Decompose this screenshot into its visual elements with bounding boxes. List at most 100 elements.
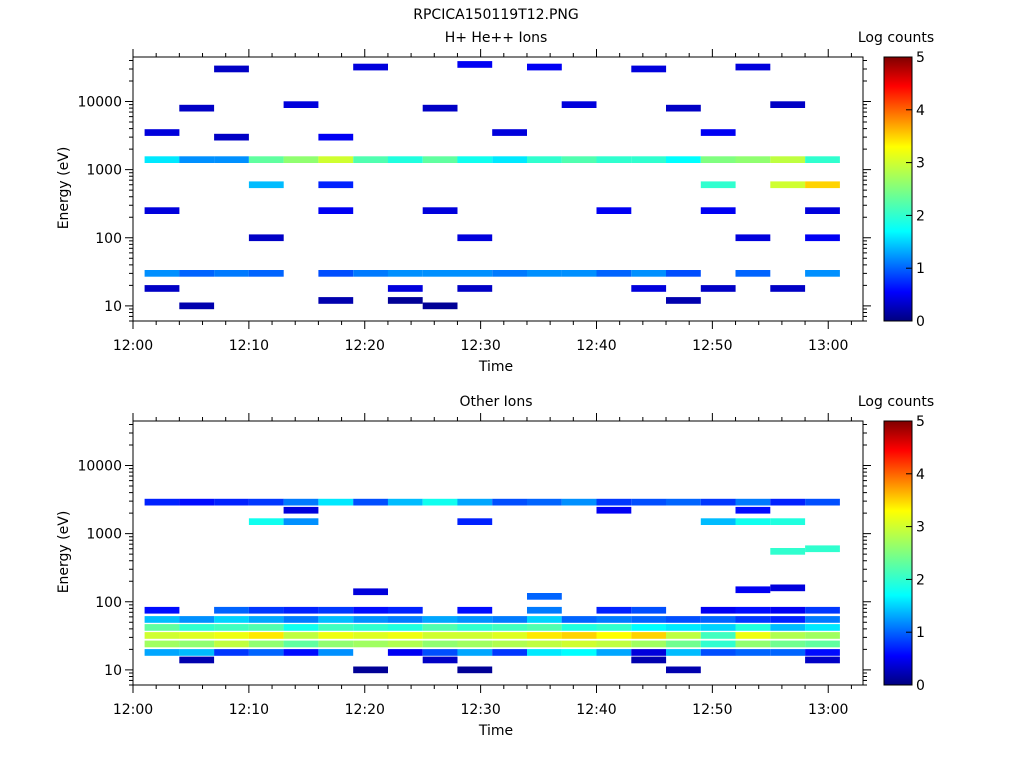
- heatmap-cell: [283, 640, 319, 648]
- colorbar-tick-label: 5: [916, 50, 925, 66]
- colorbar-tick-label: 4: [916, 467, 925, 483]
- heatmap-cell: [666, 632, 701, 639]
- heatmap-cell: [666, 270, 701, 277]
- heatmap-cell: [492, 129, 527, 136]
- y-tick-label: 100: [95, 595, 122, 611]
- heatmap-cell: [283, 156, 319, 163]
- heatmap-cell: [214, 156, 249, 163]
- heatmap-cell: [422, 632, 458, 639]
- heatmap-cell: [353, 270, 388, 277]
- heatmap-cell: [770, 616, 806, 623]
- colorbar-tick-label: 3: [916, 520, 925, 536]
- heatmap-cell: [631, 156, 667, 163]
- heatmap-cell: [179, 656, 215, 664]
- heatmap-cell: [387, 498, 423, 506]
- heatmap-cell: [457, 649, 493, 656]
- heatmap-cell: [805, 649, 840, 656]
- heatmap-cell: [353, 632, 388, 639]
- heatmap-cell: [492, 632, 527, 639]
- heatmap-cell: [248, 632, 284, 639]
- heatmap-cell: [179, 649, 215, 656]
- heatmap-cell: [666, 156, 701, 163]
- heatmap-cell: [770, 640, 806, 648]
- heatmap-cell: [144, 616, 180, 623]
- heatmap-cell: [457, 606, 493, 614]
- heatmap-cell: [387, 156, 423, 163]
- heatmap-cell: [283, 518, 319, 525]
- x-tick-label: 12:00: [113, 702, 153, 718]
- heatmap-cell: [387, 624, 423, 631]
- heatmap-cell: [318, 133, 354, 141]
- heatmap-cell: [457, 498, 493, 506]
- heatmap-cell: [248, 616, 284, 623]
- heatmap-cell: [561, 649, 597, 656]
- heatmap-cell: [353, 606, 388, 614]
- heatmap-cell: [248, 649, 284, 656]
- heatmap-cell: [318, 632, 354, 639]
- plot-frame: [132, 420, 864, 686]
- heatmap-cell: [596, 616, 632, 623]
- heatmap-cell: [353, 63, 388, 71]
- heatmap-cell: [144, 207, 180, 214]
- heatmap-cell: [631, 285, 667, 292]
- heatmap-cell: [561, 156, 597, 163]
- panel-h-he-ions: H+ He++ Ions Log counts 1010010001000012…: [56, 30, 934, 375]
- panel-title: Other Ions: [459, 394, 532, 410]
- heatmap-cell: [214, 616, 249, 623]
- heatmap-cell: [248, 181, 284, 189]
- heatmap-cell: [631, 65, 667, 73]
- heatmap-cell: [353, 624, 388, 631]
- heatmap-cell: [387, 649, 423, 656]
- heatmap-cell: [596, 649, 632, 656]
- x-tick-label: 12:50: [692, 338, 732, 354]
- heatmap-cell: [805, 498, 840, 506]
- heatmap-cell: [561, 624, 597, 631]
- heatmap-cell: [735, 616, 771, 623]
- x-axis-label: Time: [478, 359, 513, 375]
- colorbar-gradient: [883, 56, 913, 322]
- heatmap-cell: [318, 207, 354, 214]
- heatmap-cell: [527, 606, 562, 614]
- panel-other-ions: Other Ions Log counts 1010010001000012:0…: [56, 394, 934, 739]
- heatmap-cell: [596, 632, 632, 639]
- heatmap-cell: [666, 104, 701, 112]
- y-tick-label: 1000: [86, 527, 122, 543]
- heatmap-cell: [422, 616, 458, 623]
- heatmap-cell: [527, 632, 562, 639]
- heatmap-cell: [527, 270, 562, 277]
- heatmap-cell: [700, 632, 736, 639]
- heatmap-cell: [248, 624, 284, 631]
- heatmap-cell: [353, 588, 388, 596]
- heatmap-cell: [770, 649, 806, 656]
- heatmap-cell: [770, 498, 806, 506]
- heatmap-cell: [318, 624, 354, 631]
- heatmap-cell: [179, 616, 215, 623]
- plot-frame: [132, 56, 864, 322]
- heatmap-cell: [248, 234, 284, 242]
- figure-title: RPCICA150119T12.PNG: [413, 7, 578, 23]
- colorbar-tick-label: 2: [916, 208, 925, 224]
- heatmap-cell: [631, 656, 667, 664]
- heatmap-cell: [805, 606, 840, 614]
- heatmap-cell: [318, 270, 354, 277]
- heatmap-cell: [805, 656, 840, 664]
- heatmap-cell: [735, 649, 771, 656]
- heatmap-cells: [144, 498, 840, 674]
- heatmap-cell: [596, 156, 632, 163]
- x-tick-label: 12:50: [692, 702, 732, 718]
- x-tick-label: 12:20: [345, 702, 385, 718]
- axes: 10 100 1000 10000 12:00 12:10 12:20 12:30 12:40 1…: [77, 49, 871, 354]
- heatmap-cell: [805, 181, 840, 189]
- heatmap-cell: [422, 640, 458, 648]
- x-tick-label: 12:40: [576, 338, 616, 354]
- y-tick-label: 1000: [86, 163, 122, 179]
- heatmap-cell: [561, 632, 597, 639]
- colorbar-tick-label: 1: [916, 625, 925, 641]
- heatmap-cell: [248, 518, 284, 525]
- heatmap-cell: [214, 65, 249, 73]
- heatmap-cell: [387, 632, 423, 639]
- heatmap-cell: [805, 640, 840, 648]
- heatmap-cell: [144, 156, 180, 163]
- heatmap-cell: [457, 632, 493, 639]
- heatmap-cell: [387, 640, 423, 648]
